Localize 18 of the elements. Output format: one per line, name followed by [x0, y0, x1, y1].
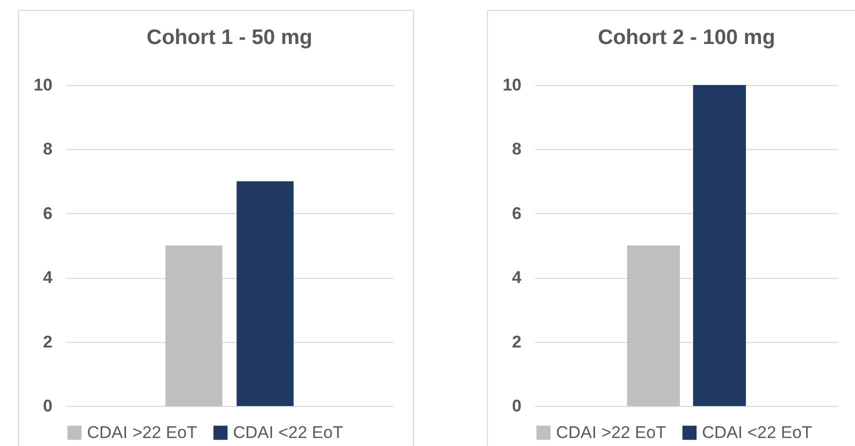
y-tick-label: 4 — [43, 268, 54, 288]
chart-title: Cohort 2 - 100 mg — [598, 26, 776, 49]
y-tick-label: 10 — [502, 76, 522, 94]
legend-label: CDAI >22 EoT — [556, 422, 666, 442]
legend-label: CDAI >22 EoT — [87, 422, 198, 442]
legend-label: CDAI <22 EoT — [702, 422, 812, 442]
y-tick-label: 10 — [34, 76, 52, 94]
y-tick-label: 8 — [43, 140, 52, 159]
y-tick-label: 6 — [43, 204, 52, 223]
y-tick-label: 8 — [512, 140, 522, 159]
y-tick-label: 2 — [512, 332, 522, 352]
y-tick-label: 6 — [512, 204, 522, 223]
chart-title: Cohort 1 - 50 mg — [146, 26, 312, 49]
legend-label: CDAI <22 EoT — [233, 422, 344, 442]
y-tick-label: 4 — [512, 268, 522, 288]
y-tick-label: 0 — [43, 396, 52, 416]
y-tick-label: 0 — [512, 396, 522, 416]
y-tick-label: 2 — [43, 332, 52, 352]
